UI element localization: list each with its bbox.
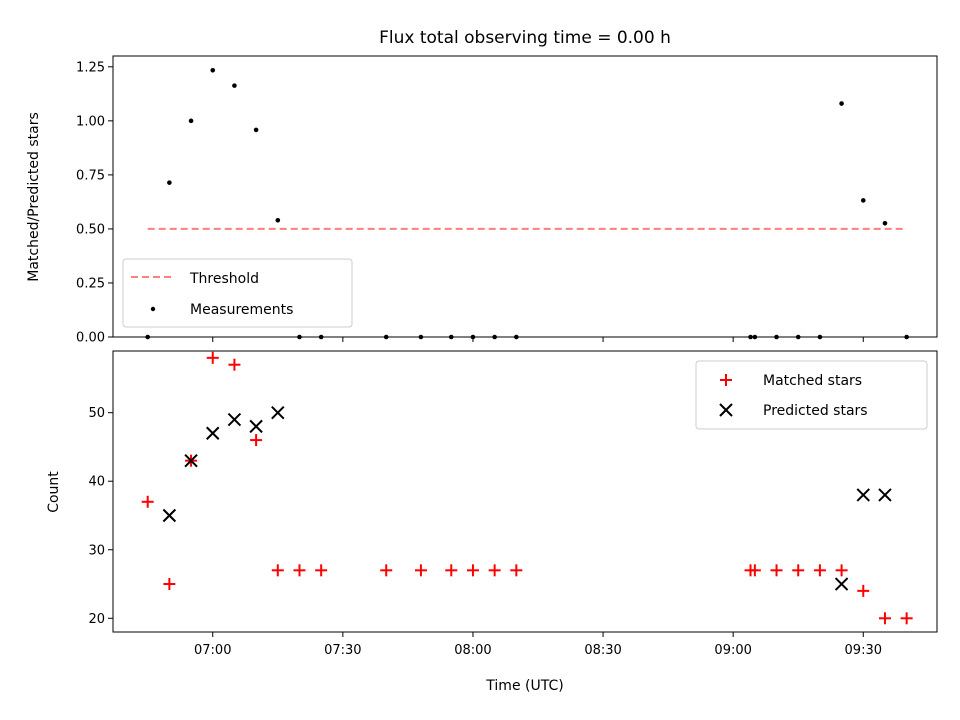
measurement-point (860, 198, 866, 203)
legend-measurements-swatch (150, 306, 156, 312)
bottom-y-ticks: 20 30 40 50 (88, 406, 113, 627)
legend-matched-label: Matched stars (763, 373, 862, 389)
bottom-y-tick-label: 50 (88, 406, 105, 421)
matched-star-point (813, 564, 826, 577)
matched-star-point (878, 612, 891, 625)
predicted-star-point (271, 405, 285, 420)
predicted-star-point (206, 426, 220, 440)
measurement-point (882, 221, 888, 226)
predicted-star-d2 (249, 419, 263, 434)
predicted-star-point (184, 453, 198, 468)
matched-star-point (835, 564, 848, 577)
bottom-y-tick-label: 20 (88, 612, 105, 627)
bottom-x-tick-label: 07:30 (324, 643, 361, 658)
predicted-star-d2 (206, 426, 220, 440)
measurement-point (275, 217, 281, 223)
bottom-x-tick-label: 09:00 (714, 643, 751, 658)
matched-star-point (488, 564, 501, 577)
bottom-x-tick-label: 08:00 (454, 643, 491, 658)
matched-star-point (271, 564, 284, 577)
predicted-star-point (162, 508, 177, 523)
matched-star-point (748, 564, 761, 577)
matched-star-point (770, 564, 783, 577)
matched-star-point (250, 434, 263, 447)
predicted-star-point (249, 419, 263, 434)
legend-matched-swatch (720, 374, 732, 386)
matched-star-point (141, 495, 154, 508)
top-axes-frame (112, 55, 938, 338)
matched-star-point (414, 564, 427, 577)
legend-predicted-swatch (719, 403, 733, 417)
top-y-tick-label: 1.00 (76, 114, 105, 129)
bottom-x-ticks: 07:00 07:30 08:00 08:30 09:00 09:30 (194, 632, 882, 658)
top-x-ticks (212, 337, 864, 342)
matched-star-point (380, 564, 393, 577)
matched-star-point (445, 564, 458, 577)
legend-predicted-label: Predicted stars (763, 403, 868, 419)
predicted-star-d2 (834, 577, 849, 591)
top-y-tick-label: 0.75 (76, 168, 105, 183)
predicted-star-d2 (878, 488, 892, 502)
top-y-ticks: 0.00 0.25 0.50 0.75 1.00 1.25 (76, 60, 113, 346)
predicted-star-d2 (162, 508, 177, 523)
measurement-point (839, 101, 844, 106)
bottom-y-axis-label: Count (46, 471, 62, 513)
matched-star-point (900, 612, 913, 625)
bottom-x-tick-label: 07:00 (194, 643, 231, 658)
matched-star-point (466, 564, 479, 577)
bottom-y-tick-label: 30 (88, 543, 105, 558)
matched-star-point (857, 584, 870, 597)
top-legend: Threshold Measurements (122, 258, 353, 328)
matched-star-point (510, 564, 523, 577)
bottom-x-tick-label: 08:30 (584, 643, 621, 658)
measurement-point (253, 127, 259, 133)
bottom-x-tick-label: 09:30 (845, 643, 882, 658)
predicted-star-d2 (184, 453, 198, 468)
bottom-plot-marks (141, 351, 913, 625)
chart-title: Flux total observing time = 0.00 h (379, 28, 671, 48)
bottom-legend: Matched stars Predicted stars (695, 360, 928, 430)
measurement-point (210, 67, 216, 73)
top-y-tick-label: 0.50 (76, 222, 105, 237)
measurement-point (188, 118, 194, 124)
measurement-point (167, 180, 172, 185)
predicted-star-point (856, 488, 870, 502)
predicted-star-d2 (227, 412, 242, 427)
matched-star-point (206, 351, 219, 364)
predicted-star-point (834, 577, 849, 591)
top-y-tick-label: 0.25 (76, 276, 105, 291)
top-y-tick-label: 0.00 (76, 331, 105, 346)
measurement-point (232, 83, 237, 88)
x-axis-label: Time (UTC) (485, 678, 563, 694)
top-y-axis-label: Matched/Predicted stars (26, 112, 42, 282)
bottom-y-tick-label: 40 (88, 475, 105, 490)
predicted-star-d2 (856, 488, 870, 502)
legend-threshold-label: Threshold (189, 271, 259, 287)
predicted-star-d2 (271, 405, 285, 420)
legend-measurements-label: Measurements (190, 302, 293, 318)
matched-star-point (792, 564, 805, 577)
matched-star-point (163, 578, 176, 591)
predicted-star-point (878, 488, 892, 502)
top-panel: 0.00 0.25 0.50 0.75 1.00 1.25 Matched/Predict… (26, 55, 938, 346)
bottom-legend-box (695, 360, 928, 430)
predicted-star-point (227, 412, 242, 427)
matched-star-point (228, 358, 241, 371)
top-legend-box (122, 258, 353, 328)
matched-star-point (293, 564, 306, 577)
top-y-tick-label: 1.25 (76, 60, 105, 75)
matched-star-point (315, 564, 328, 577)
bottom-axes-frame (112, 350, 938, 633)
